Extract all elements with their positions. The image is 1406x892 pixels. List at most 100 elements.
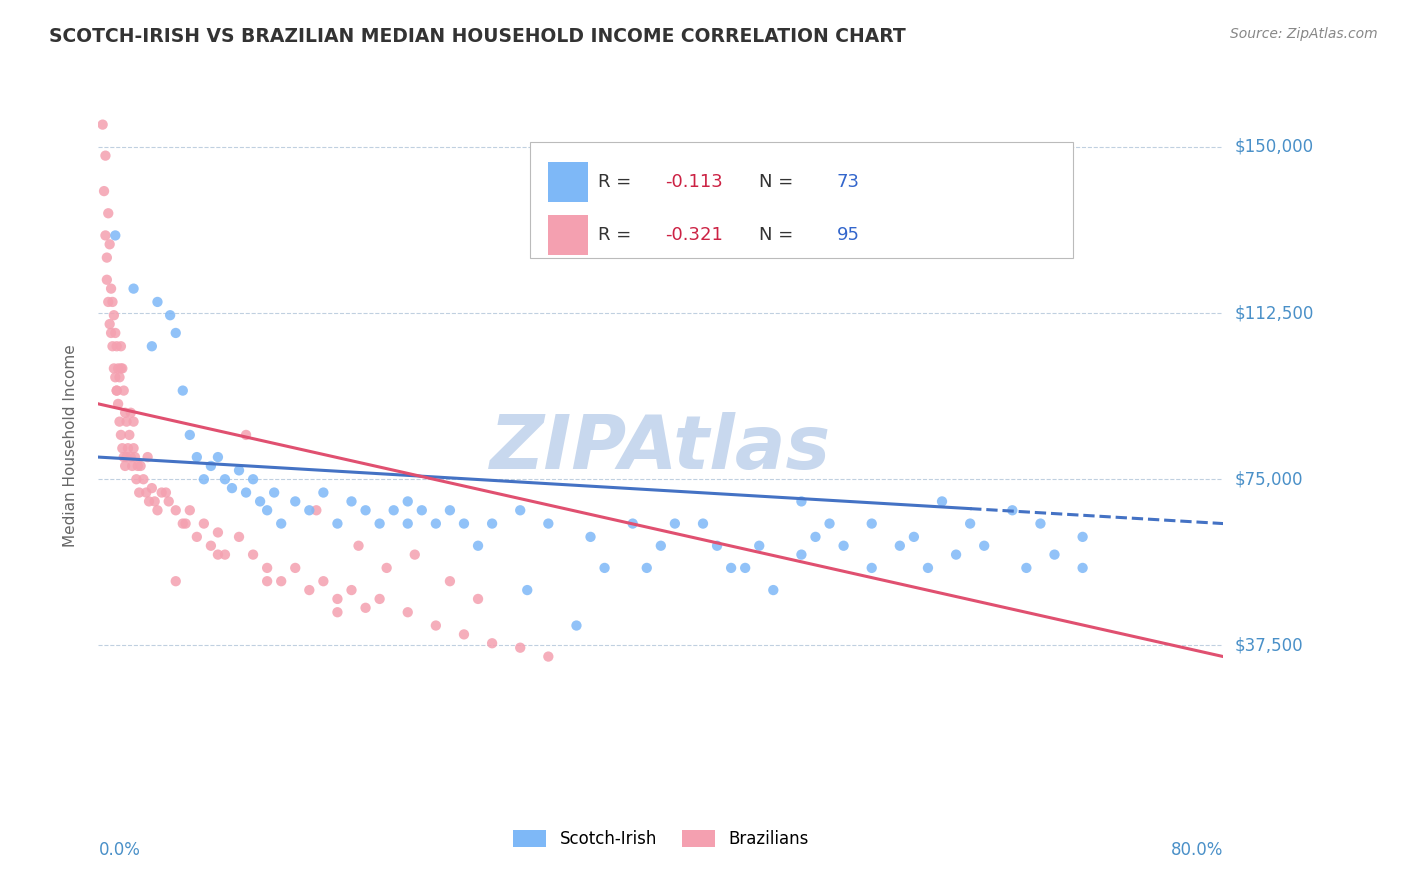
Point	[193, 472, 215, 486]
Text: 95: 95	[837, 227, 859, 244]
Point	[172, 516, 194, 531]
Point	[1071, 530, 1094, 544]
Point	[122, 415, 145, 429]
Point	[97, 206, 120, 220]
Text: 80.0%: 80.0%	[1171, 841, 1223, 859]
Point	[467, 591, 489, 606]
Point	[107, 397, 129, 411]
Bar	[548, 162, 588, 202]
Point	[165, 326, 187, 340]
Point	[159, 308, 181, 322]
Point	[105, 384, 128, 398]
Point	[103, 308, 125, 322]
Point	[593, 561, 616, 575]
Bar	[548, 216, 588, 255]
Point	[98, 237, 121, 252]
Point	[127, 458, 149, 473]
Point	[207, 548, 229, 562]
Point	[174, 516, 197, 531]
Point	[165, 574, 187, 589]
Point	[453, 627, 475, 641]
Point	[110, 428, 132, 442]
Text: $150,000: $150,000	[1234, 137, 1313, 156]
Point	[481, 636, 503, 650]
Point	[748, 539, 770, 553]
Point	[516, 583, 538, 598]
Point	[98, 317, 121, 331]
Point	[340, 494, 363, 508]
Point	[214, 472, 236, 486]
Point	[425, 516, 447, 531]
Point	[94, 228, 117, 243]
Point	[326, 591, 349, 606]
FancyBboxPatch shape	[530, 143, 1073, 258]
Point	[228, 463, 250, 477]
Point	[263, 485, 285, 500]
Point	[439, 503, 461, 517]
Point	[720, 561, 742, 575]
Legend: Scotch-Irish, Brazilians: Scotch-Irish, Brazilians	[506, 823, 815, 855]
Point	[112, 384, 135, 398]
Point	[228, 530, 250, 544]
Point	[945, 548, 967, 562]
Point	[396, 605, 419, 619]
Y-axis label: Median Household Income: Median Household Income	[63, 344, 77, 548]
Text: 0.0%: 0.0%	[98, 841, 141, 859]
Point	[104, 228, 127, 243]
Point	[141, 481, 163, 495]
Point	[207, 450, 229, 464]
Point	[298, 503, 321, 517]
Text: R =: R =	[598, 173, 637, 191]
Point	[97, 294, 120, 309]
Point	[110, 339, 132, 353]
Point	[1071, 561, 1094, 575]
Point	[138, 494, 160, 508]
Point	[200, 458, 222, 473]
Point	[103, 361, 125, 376]
Point	[734, 561, 756, 575]
Point	[111, 361, 134, 376]
Point	[467, 539, 489, 553]
Text: -0.321: -0.321	[665, 227, 723, 244]
Point	[105, 339, 128, 353]
Point	[270, 574, 292, 589]
Point	[186, 450, 208, 464]
Text: SCOTCH-IRISH VS BRAZILIAN MEDIAN HOUSEHOLD INCOME CORRELATION CHART: SCOTCH-IRISH VS BRAZILIAN MEDIAN HOUSEHO…	[49, 27, 905, 45]
Point	[122, 282, 145, 296]
Point	[242, 548, 264, 562]
Text: $37,500: $37,500	[1234, 637, 1303, 655]
Point	[425, 618, 447, 632]
Point	[118, 428, 141, 442]
Point	[453, 516, 475, 531]
Point	[125, 472, 148, 486]
Point	[165, 503, 187, 517]
Point	[1001, 503, 1024, 517]
Text: $75,000: $75,000	[1234, 470, 1303, 488]
Point	[146, 503, 169, 517]
Point	[636, 561, 658, 575]
Point	[860, 561, 883, 575]
Point	[100, 282, 122, 296]
Point	[354, 503, 377, 517]
Point	[762, 583, 785, 598]
Point	[121, 458, 143, 473]
Point	[537, 516, 560, 531]
Point	[104, 326, 127, 340]
Point	[270, 516, 292, 531]
Point	[235, 428, 257, 442]
Point	[172, 384, 194, 398]
Point	[132, 472, 155, 486]
Point	[108, 415, 131, 429]
Point	[179, 503, 201, 517]
Point	[368, 516, 391, 531]
Point	[101, 294, 124, 309]
Point	[832, 539, 855, 553]
Point	[903, 530, 925, 544]
Point	[96, 273, 118, 287]
Point	[889, 539, 911, 553]
Point	[155, 485, 177, 500]
Point	[537, 649, 560, 664]
Point	[818, 516, 841, 531]
Point	[122, 441, 145, 455]
Point	[565, 618, 588, 632]
